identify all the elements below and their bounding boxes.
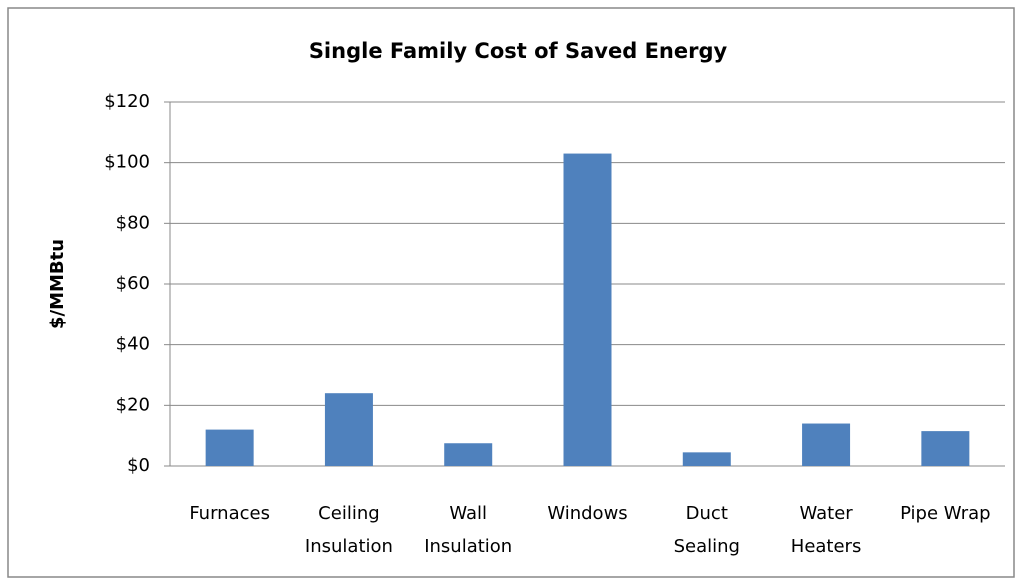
bar <box>682 452 731 466</box>
y-axis-label: $/MMBtu <box>47 239 68 329</box>
x-tick-label: Duct Sealing <box>673 503 740 557</box>
chart-border <box>7 7 1015 578</box>
bar <box>563 153 612 467</box>
bar <box>444 443 493 466</box>
x-tick-label: Windows <box>547 503 628 524</box>
bar <box>921 431 970 466</box>
y-tick-label: $20 <box>116 394 150 415</box>
chart-title: Single Family Cost of Saved Energy <box>309 39 728 63</box>
y-tick-label: $0 <box>127 455 150 476</box>
bar <box>324 393 373 466</box>
y-tick-label: $100 <box>104 152 150 173</box>
x-tick-label: Furnaces <box>189 503 270 524</box>
y-tick-label: $120 <box>104 91 150 112</box>
bar <box>205 429 254 466</box>
y-tick-label: $60 <box>116 273 150 294</box>
x-tick-label: Wall Insulation <box>424 503 513 557</box>
y-tick-label: $80 <box>116 212 150 233</box>
x-tick-label: Ceiling Insulation <box>304 503 393 557</box>
x-tick-label: Water Heaters <box>790 503 862 557</box>
x-tick-label: Pipe Wrap <box>900 503 991 524</box>
bar <box>802 423 851 466</box>
y-tick-label: $40 <box>116 334 150 355</box>
